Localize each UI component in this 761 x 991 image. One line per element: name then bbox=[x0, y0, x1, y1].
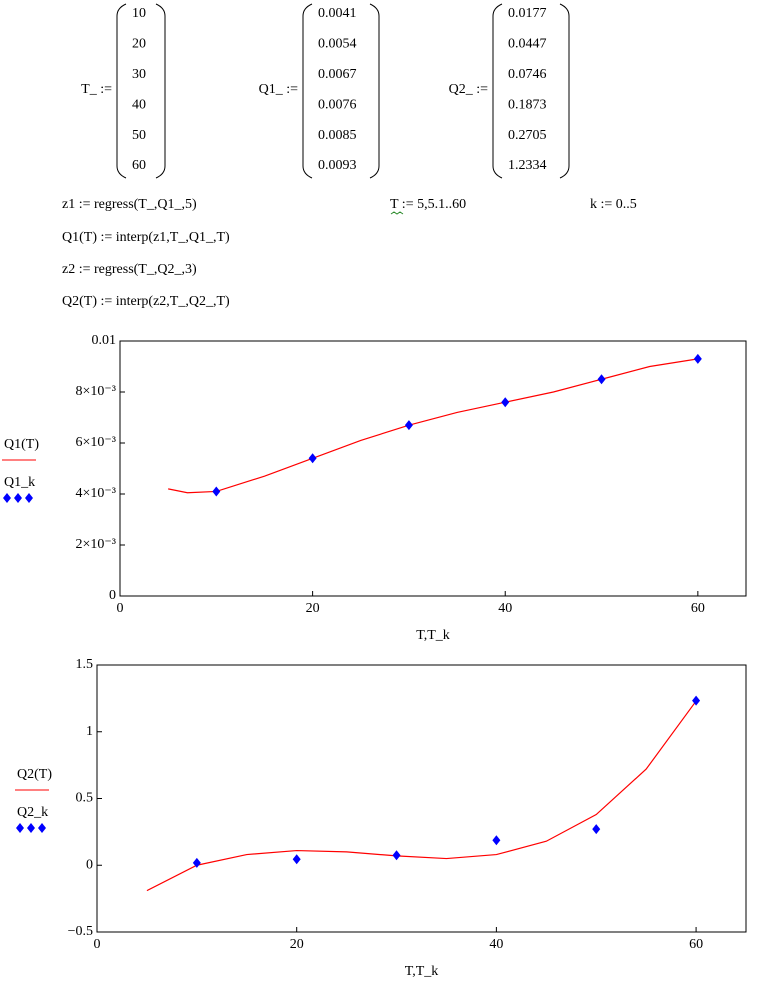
data-point bbox=[308, 453, 317, 464]
matrix-label: Q1_ := bbox=[259, 82, 299, 97]
legend-swatch bbox=[25, 493, 33, 503]
bracket bbox=[302, 3, 313, 179]
matrix-value: 0.0067 bbox=[318, 67, 357, 82]
y-tick-label: 0.01 bbox=[92, 333, 117, 348]
matrix-value: 0.0093 bbox=[318, 158, 357, 173]
matrix-value: 0.0447 bbox=[508, 37, 547, 52]
x-tick-label: 40 bbox=[489, 937, 503, 952]
matrix-value: 0.0076 bbox=[318, 97, 357, 112]
data-point bbox=[592, 824, 601, 835]
matrix-value: 50 bbox=[132, 128, 146, 143]
matrix-value: 20 bbox=[132, 37, 146, 52]
squiggle bbox=[390, 211, 404, 215]
y-tick-label: 1.5 bbox=[76, 657, 94, 672]
x-axis-label: T,T_k bbox=[405, 964, 439, 979]
formula: T := 5,5.1..60 bbox=[390, 197, 466, 212]
bracket bbox=[559, 3, 570, 179]
x-tick-label: 20 bbox=[290, 937, 304, 952]
formula: z2 := regress(T_,Q2_,3) bbox=[62, 262, 197, 277]
data-point bbox=[292, 854, 301, 865]
bracket bbox=[492, 3, 503, 179]
data-point bbox=[692, 695, 701, 706]
legend-swatch bbox=[14, 493, 22, 503]
matrix-label: T_ := bbox=[81, 82, 112, 97]
data-point bbox=[212, 486, 221, 497]
legend-swatch bbox=[38, 823, 46, 833]
matrix-value: 0.1873 bbox=[508, 97, 547, 112]
y-tick-label: 1 bbox=[86, 724, 93, 739]
x-tick-label: 60 bbox=[691, 601, 705, 616]
plot-frame bbox=[96, 664, 747, 933]
y-tick-label: 0 bbox=[86, 857, 93, 872]
matrix-value: 40 bbox=[132, 97, 146, 112]
legend-label: Q2_k bbox=[17, 805, 48, 820]
data-point bbox=[392, 850, 401, 861]
y-tick-label: 4×10⁻³ bbox=[76, 486, 116, 501]
y-tick-label: −0.5 bbox=[68, 924, 93, 939]
y-tick-label: 6×10⁻³ bbox=[76, 435, 116, 450]
matrix-value: 0.0054 bbox=[318, 37, 357, 52]
bracket bbox=[116, 3, 127, 179]
data-point bbox=[404, 420, 413, 431]
formula: Q1(T) := interp(z1,T_,Q1_,T) bbox=[62, 230, 230, 245]
fit-curve bbox=[168, 358, 698, 494]
legend-swatch bbox=[16, 823, 24, 833]
formula: z1 := regress(T_,Q1_,5) bbox=[62, 197, 197, 212]
matrix-label: Q2_ := bbox=[449, 82, 489, 97]
x-tick-label: 40 bbox=[498, 601, 512, 616]
data-point bbox=[693, 353, 702, 364]
matrix-value: 30 bbox=[132, 67, 146, 82]
fit-curve bbox=[146, 700, 697, 892]
matrix-value: 0.0177 bbox=[508, 6, 547, 21]
matrix-value: 0.0041 bbox=[318, 6, 357, 21]
bracket bbox=[369, 3, 380, 179]
legend-label: Q1(T) bbox=[4, 437, 39, 452]
legend-label: Q1_k bbox=[4, 475, 35, 490]
legend-label: Q2(T) bbox=[17, 767, 52, 782]
legend-swatch bbox=[3, 493, 11, 503]
matrix-value: 0.0085 bbox=[318, 128, 357, 143]
x-tick-label: 0 bbox=[94, 937, 101, 952]
data-point bbox=[597, 374, 606, 385]
matrix-value: 0.0746 bbox=[508, 67, 547, 82]
bracket bbox=[155, 3, 166, 179]
formula: Q2(T) := interp(z2,T_,Q2_,T) bbox=[62, 294, 230, 309]
data-point bbox=[501, 397, 510, 408]
legend-swatch bbox=[27, 823, 35, 833]
x-tick-label: 60 bbox=[689, 937, 703, 952]
x-tick-label: 20 bbox=[306, 601, 320, 616]
y-tick-label: 0 bbox=[109, 588, 116, 603]
matrix-value: 1.2334 bbox=[508, 158, 547, 173]
x-tick-label: 0 bbox=[117, 601, 124, 616]
formula: k := 0..5 bbox=[590, 197, 637, 212]
matrix-value: 60 bbox=[132, 158, 146, 173]
y-tick-label: 8×10⁻³ bbox=[76, 384, 116, 399]
matrix-value: 10 bbox=[132, 6, 146, 21]
x-axis-label: T,T_k bbox=[416, 628, 450, 643]
y-tick-label: 2×10⁻³ bbox=[76, 537, 116, 552]
plot-frame bbox=[119, 340, 747, 597]
data-point bbox=[192, 857, 201, 868]
matrix-value: 0.2705 bbox=[508, 128, 547, 143]
data-point bbox=[492, 835, 501, 846]
y-tick-label: 0.5 bbox=[76, 791, 94, 806]
